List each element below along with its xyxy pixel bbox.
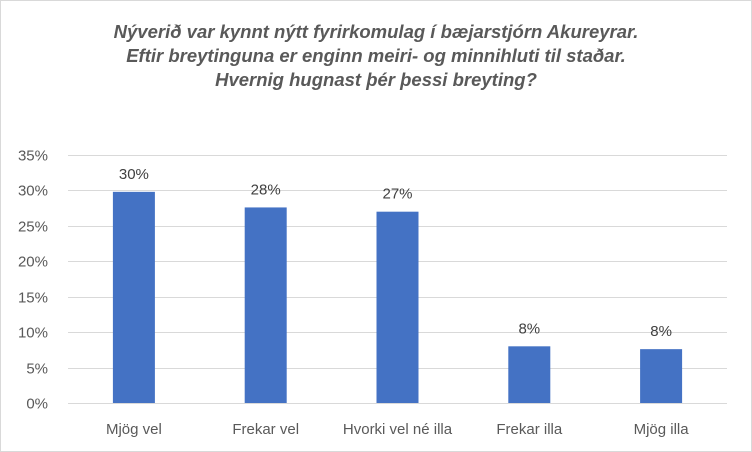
data-label: 30% xyxy=(119,166,149,183)
x-axis-ticks: Mjög vel Frekar vel Hvorki vel né illa Frek… xyxy=(106,421,689,438)
y-axis-ticks: 0% 5% 10% 15% 20% 25% 30% 35% xyxy=(18,148,48,413)
bars xyxy=(112,191,683,403)
x-tick-label: Hvorki vel né illa xyxy=(343,421,453,438)
y-tick-label: 15% xyxy=(18,290,48,307)
bar xyxy=(112,191,155,403)
x-tick-label: Frekar illa xyxy=(496,421,563,438)
x-tick-label: Mjög illa xyxy=(634,421,690,438)
data-label: 8% xyxy=(518,320,540,337)
bar xyxy=(244,207,287,403)
data-label: 27% xyxy=(382,186,412,203)
bar xyxy=(640,349,683,403)
y-tick-label: 0% xyxy=(26,396,48,413)
bar xyxy=(376,211,419,403)
y-tick-label: 30% xyxy=(18,183,48,200)
data-labels: 30% 28% 27% 8% 8% xyxy=(119,166,672,340)
chart-title-line-2: Eftir breytinguna er enginn meiri- og mi… xyxy=(126,45,626,66)
bar xyxy=(508,346,551,403)
data-label: 28% xyxy=(251,181,281,198)
y-tick-label: 10% xyxy=(18,325,48,342)
x-tick-label: Mjög vel xyxy=(106,421,162,438)
chart-title-line-1: Nýverið var kynnt nýtt fyrirkomulag í bæ… xyxy=(113,21,639,42)
x-tick-label: Frekar vel xyxy=(232,421,299,438)
chart-title: Nýverið var kynnt nýtt fyrirkomulag í bæ… xyxy=(0,20,752,92)
chart-title-line-3: Hvernig hugnast þér þessi breyting? xyxy=(215,69,537,90)
y-tick-label: 25% xyxy=(18,219,48,236)
y-tick-label: 35% xyxy=(18,148,48,165)
y-tick-label: 5% xyxy=(26,361,48,378)
y-tick-label: 20% xyxy=(18,254,48,271)
data-label: 8% xyxy=(650,323,672,340)
